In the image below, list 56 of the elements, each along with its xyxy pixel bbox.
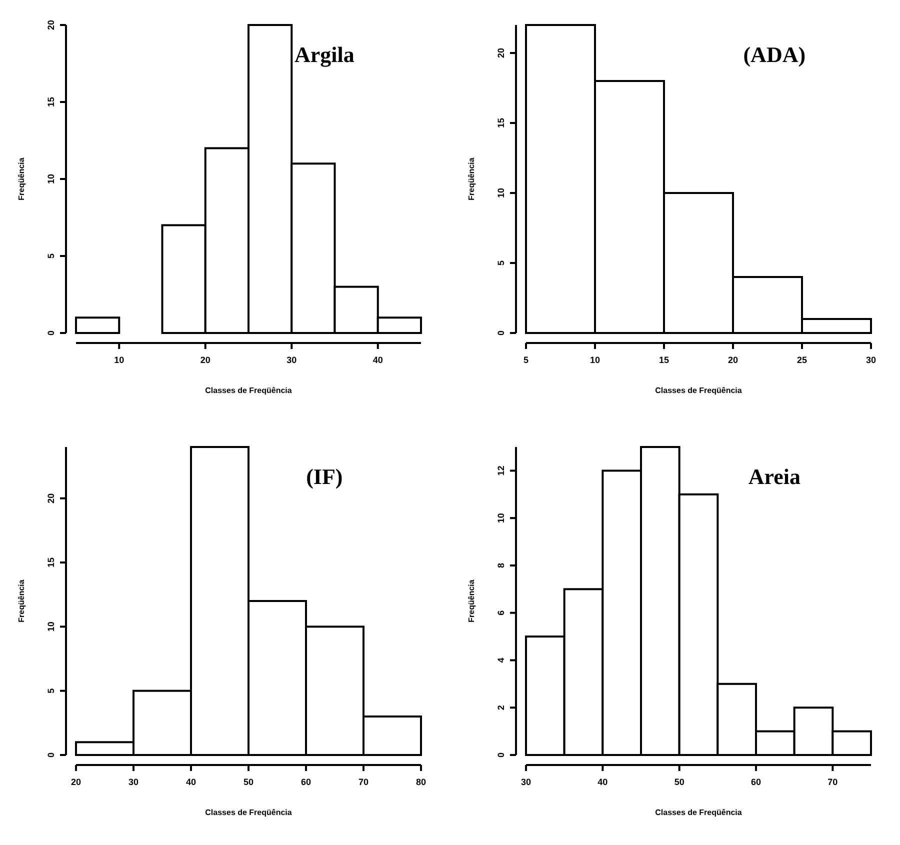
y-tick-label: 4: [496, 658, 506, 663]
x-tick-label: 20: [200, 355, 210, 365]
y-axis-title: Freqüência: [467, 157, 476, 200]
text: Areia: [748, 464, 800, 489]
x-tick-label: 30: [520, 777, 532, 787]
y-tick-label: 10: [496, 513, 506, 524]
y-tick-label: 10: [46, 622, 56, 632]
x-tick-label: 10: [114, 355, 124, 365]
y-tick-label: 10: [46, 174, 56, 184]
x-tick-label: 40: [186, 777, 196, 787]
y-tick-label: 0: [46, 752, 56, 758]
text: (ADA): [743, 42, 806, 67]
y-tick-label: 20: [46, 493, 56, 504]
x-tick-label: 5: [523, 355, 529, 365]
x-tick-label: 10: [590, 355, 600, 365]
x-tick-label: 60: [750, 777, 762, 787]
x-axis-title: Classes de Freqüência: [205, 808, 292, 817]
text: Argila: [294, 42, 354, 67]
x-tick-label: 20: [728, 355, 738, 365]
x-tick-label: 70: [828, 777, 838, 787]
y-tick-label: 10: [496, 188, 506, 198]
y-axis-title: Freqüência: [17, 157, 26, 200]
x-axis-title: Classes de Freqüência: [205, 386, 292, 395]
y-tick-label: 5: [46, 688, 56, 694]
y-tick-label: 20: [46, 20, 56, 30]
y-axis-title: Freqüência: [467, 579, 476, 622]
y-tick-label: 6: [496, 610, 506, 616]
x-tick-label: 25: [796, 355, 808, 365]
y-axis-title: Freqüência: [17, 579, 26, 622]
x-tick-label: 60: [300, 777, 312, 787]
text: (IF): [306, 464, 343, 489]
y-tick-label: 2: [496, 705, 506, 710]
y-tick-label: 20: [496, 48, 506, 58]
y-tick-label: 5: [46, 253, 56, 259]
y-tick-label: 8: [496, 562, 506, 568]
x-tick-label: 15: [658, 355, 670, 365]
x-tick-label: 50: [243, 777, 254, 787]
x-tick-label: 30: [866, 355, 876, 365]
x-tick-label: 30: [286, 355, 297, 365]
y-tick-label: 15: [46, 557, 56, 568]
y-tick-label: 15: [496, 118, 506, 128]
x-axis-title: Classes de Freqüência: [655, 808, 742, 817]
x-tick-label: 20: [70, 777, 82, 787]
x-tick-label: 50: [674, 777, 684, 787]
x-tick-label: 30: [128, 777, 139, 787]
y-tick-label: 5: [496, 260, 506, 266]
y-tick-label: 12: [496, 466, 506, 476]
y-tick-label: 0: [46, 330, 56, 336]
x-tick-label: 70: [358, 777, 369, 787]
x-tick-label: 40: [598, 777, 608, 787]
x-tick-label: 40: [372, 355, 383, 365]
x-tick-label: 80: [416, 777, 426, 787]
x-axis-title: Classes de Freqüência: [655, 386, 742, 395]
y-tick-label: 15: [46, 96, 56, 108]
y-tick-label: 0: [496, 330, 506, 336]
y-tick-label: 0: [496, 752, 506, 758]
